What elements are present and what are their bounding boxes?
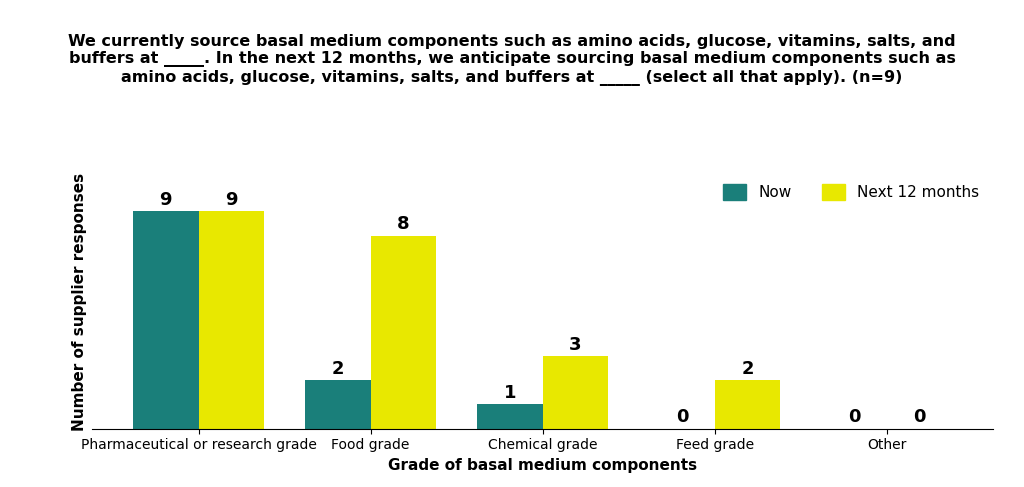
Bar: [305, 380, 371, 429]
Text: 1: 1: [504, 384, 516, 402]
Text: 2: 2: [741, 360, 754, 378]
Bar: [715, 380, 780, 429]
Legend: Now, Next 12 months: Now, Next 12 months: [717, 178, 986, 206]
Text: We currently source basal medium components such as amino acids, glucose, vitami: We currently source basal medium compone…: [69, 34, 955, 86]
Text: 3: 3: [569, 336, 582, 354]
Text: 2: 2: [332, 360, 344, 378]
Text: 8: 8: [397, 215, 410, 233]
Bar: [199, 211, 264, 429]
Bar: [371, 236, 436, 429]
Text: 9: 9: [160, 191, 172, 209]
Text: 0: 0: [848, 408, 860, 426]
Text: 9: 9: [225, 191, 238, 209]
Y-axis label: Number of supplier responses: Number of supplier responses: [72, 173, 87, 431]
Bar: [543, 356, 608, 429]
Text: 0: 0: [913, 408, 926, 426]
Text: 0: 0: [676, 408, 688, 426]
Bar: [477, 404, 543, 429]
Bar: [133, 211, 199, 429]
X-axis label: Grade of basal medium components: Grade of basal medium components: [388, 458, 697, 473]
